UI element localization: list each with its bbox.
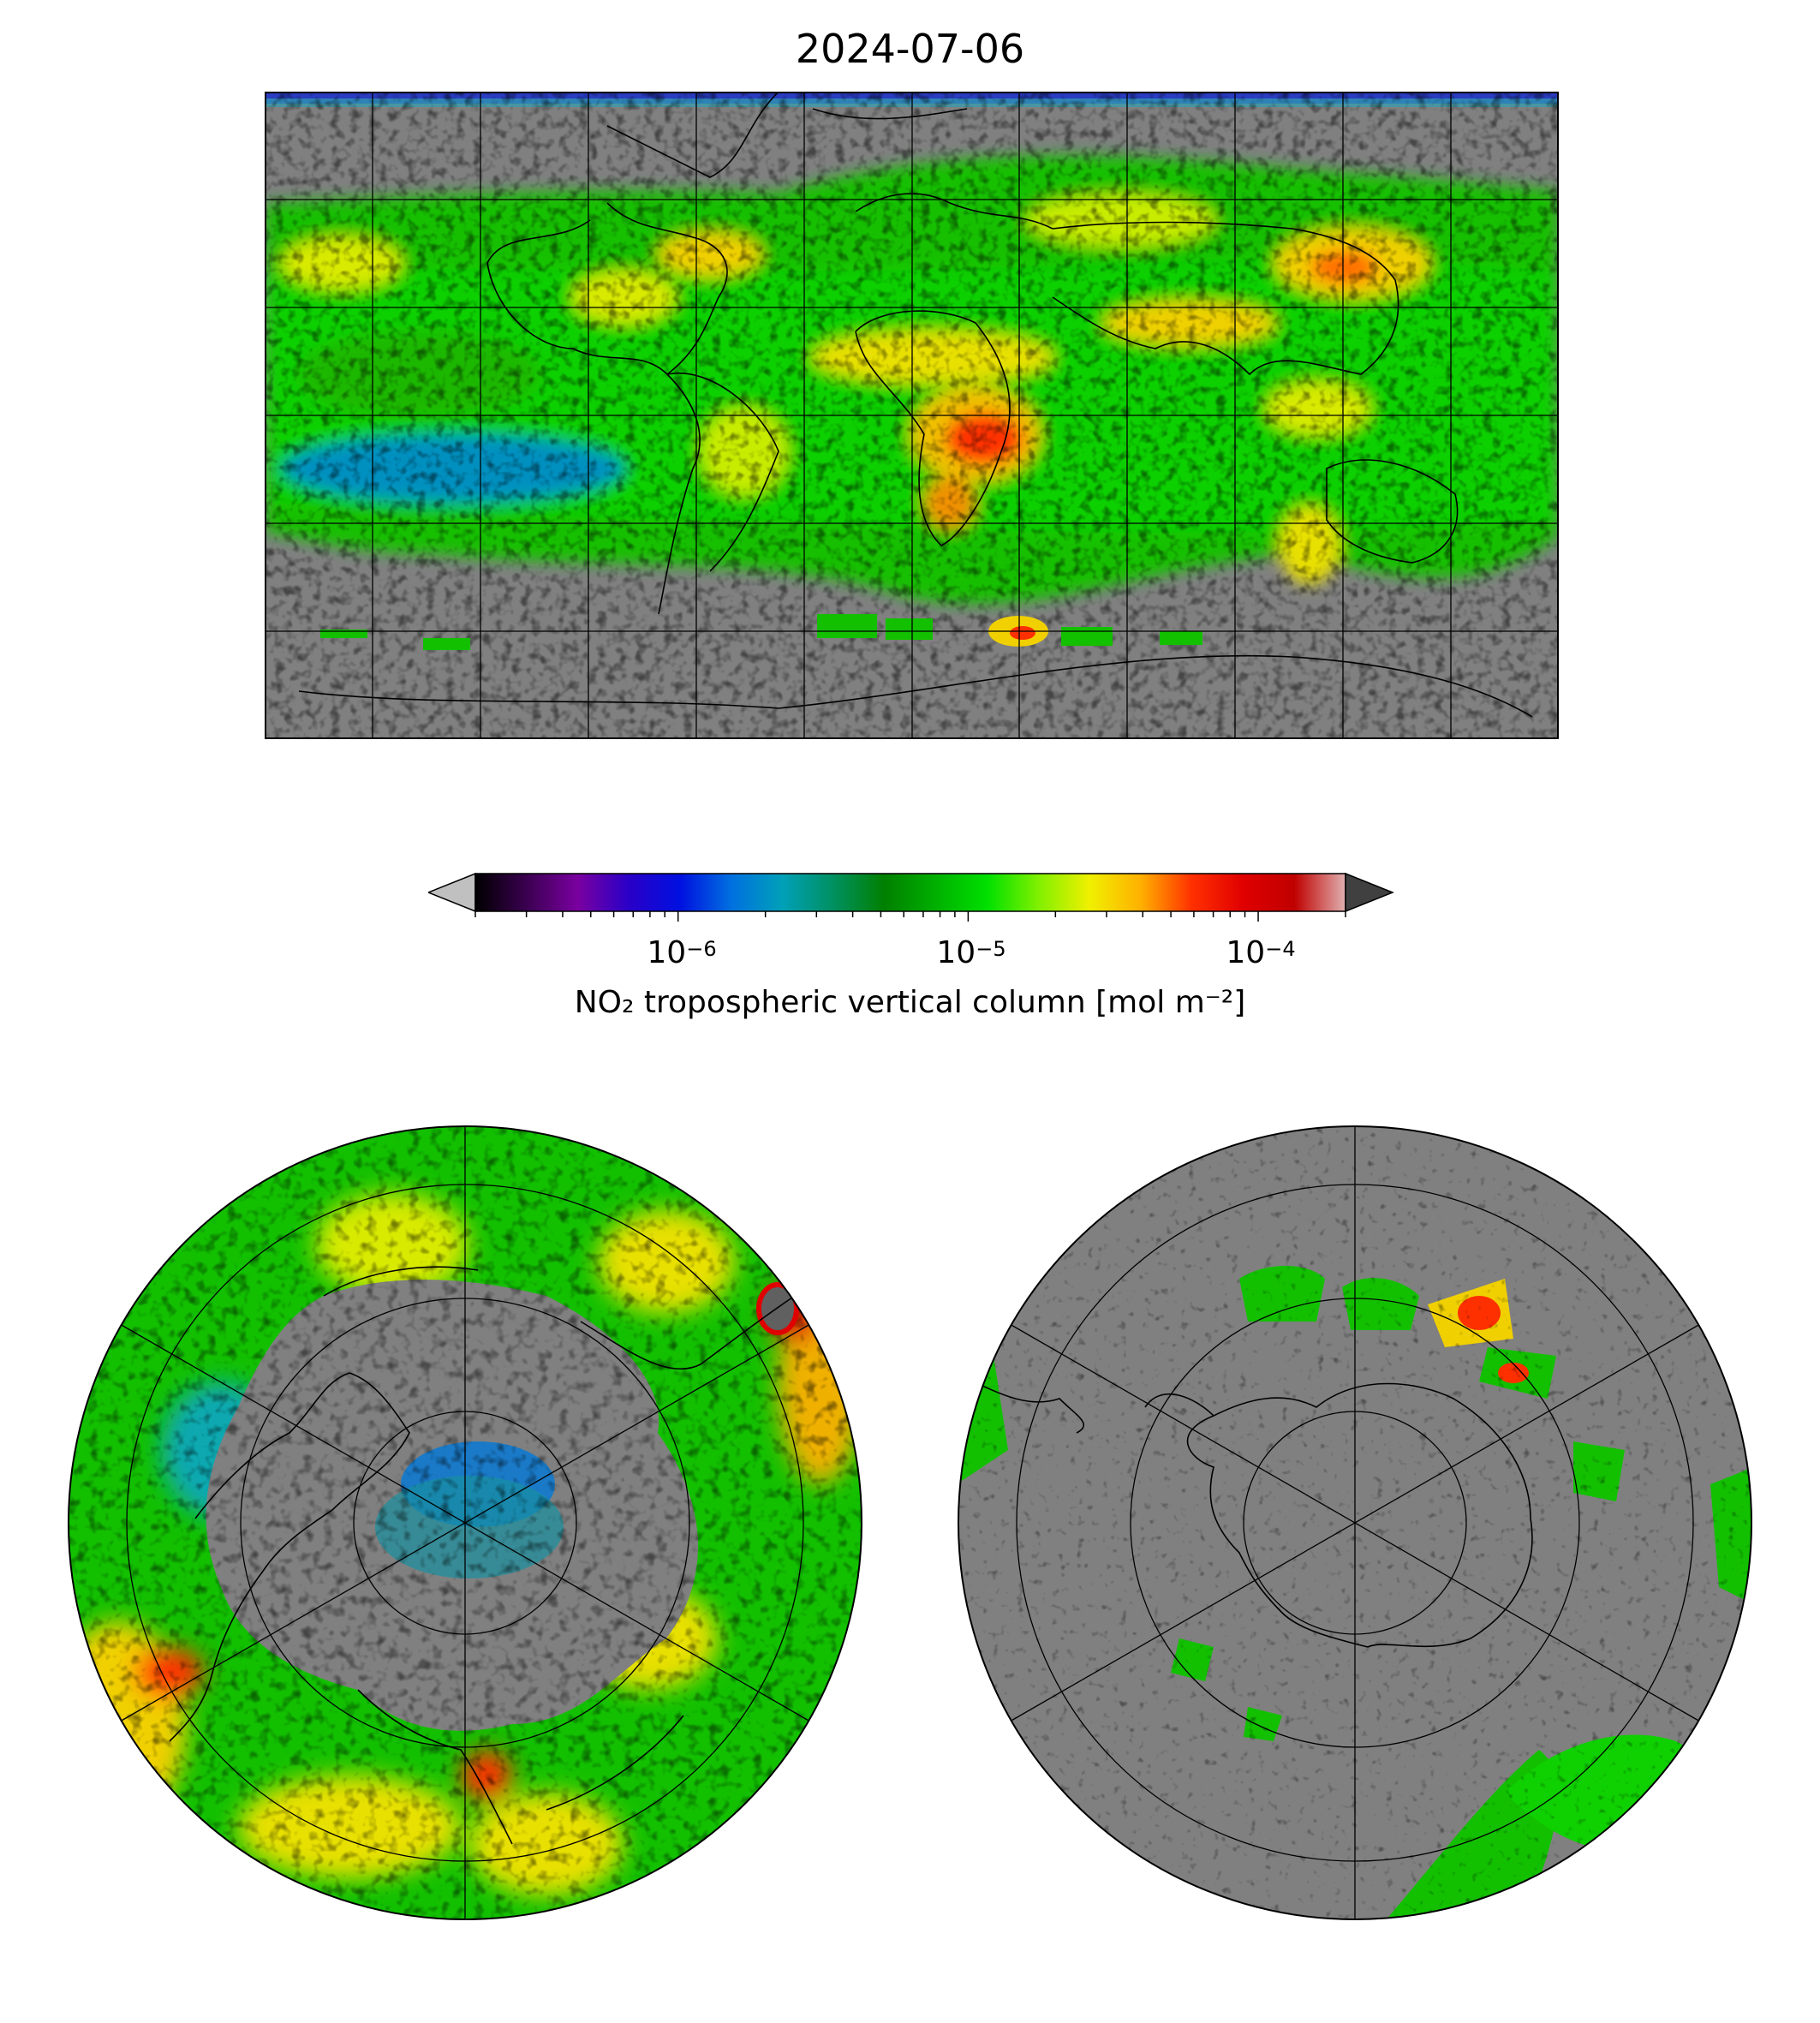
colorbar-tick-label: 10−6 — [647, 935, 717, 970]
coastlines — [298, 92, 1533, 718]
colorbar-under-arrow — [428, 872, 476, 913]
gridlines — [1009, 1126, 1701, 1919]
colorbar-minor-ticks — [474, 911, 1346, 922]
world-map — [265, 92, 1559, 739]
south-america-coastline — [973, 1381, 1084, 1434]
colorbar-over-arrow — [1345, 872, 1394, 913]
colorbar-gradient — [474, 873, 1346, 912]
north-polar-map — [68, 1125, 862, 1920]
colorbar-tick-label: 10−5 — [936, 935, 1006, 970]
antarctica-coastline — [1186, 1382, 1533, 1648]
figure-title: 2024-07-06 — [795, 26, 1025, 72]
gridlines — [119, 1126, 811, 1919]
colorbar-label: NO₂ tropospheric vertical column [mol m⁻… — [574, 985, 1246, 1020]
south-polar-map — [958, 1125, 1752, 1920]
gridlines — [265, 92, 1559, 739]
colorbar-tick-label: 10−4 — [1226, 935, 1296, 970]
coastlines — [169, 1266, 796, 1845]
colorbar — [428, 872, 1394, 922]
